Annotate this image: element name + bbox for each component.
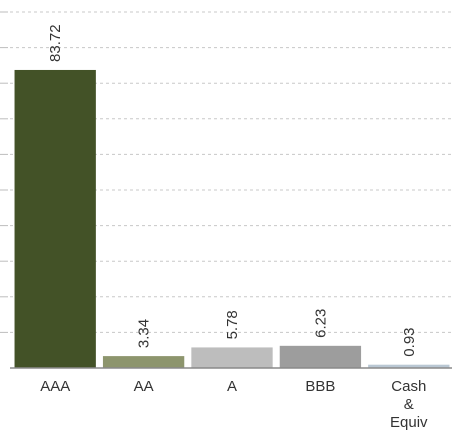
bar-a	[191, 347, 273, 368]
value-label: 83.72	[47, 24, 64, 62]
category-label-layer: AAA AA A BBB Cash & Equiv	[40, 378, 428, 431]
value-label: 5.78	[224, 310, 241, 339]
category-label: AAA	[40, 378, 70, 395]
category-label: A	[227, 378, 237, 395]
category-label: AA	[134, 378, 154, 395]
bar-bbb	[279, 345, 362, 368]
category-label: BBB	[305, 378, 335, 395]
bar-aaa	[14, 69, 96, 369]
bar-layer	[14, 69, 450, 369]
value-label: 0.93	[401, 327, 418, 356]
value-label: 6.23	[312, 309, 329, 338]
value-label: 3.34	[136, 319, 153, 348]
value-label-layer: 83.72 3.34 5.78 6.23 0.93	[47, 24, 418, 356]
bar-aa	[102, 356, 185, 368]
bar-cash-equiv	[368, 364, 450, 368]
category-label: Cash & Equiv	[390, 378, 428, 431]
